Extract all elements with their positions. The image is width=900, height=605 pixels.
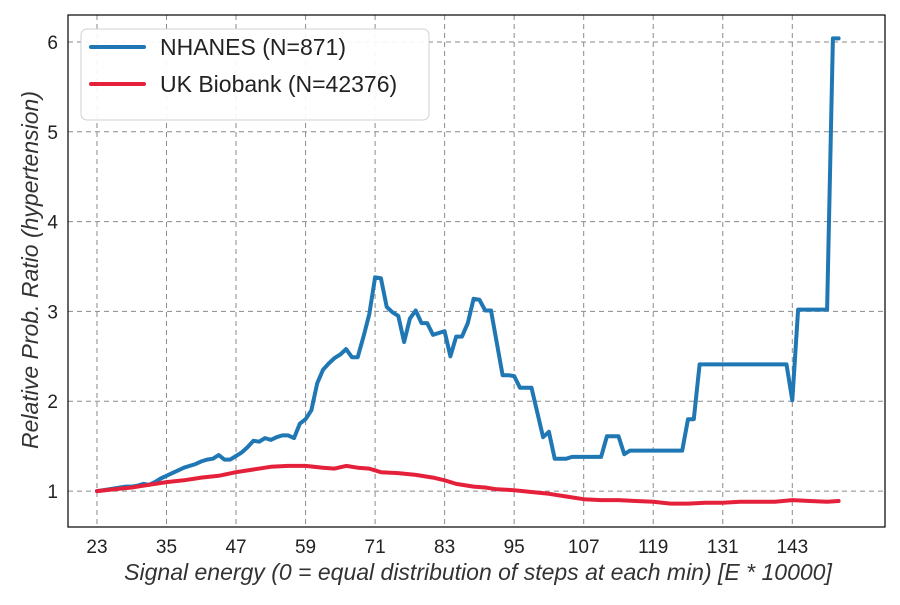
x-tick-label: 35	[156, 537, 177, 558]
x-tick-label: 131	[707, 537, 739, 558]
x-tick-label: 71	[365, 537, 386, 558]
x-tick-label: 107	[568, 537, 600, 558]
series-line-1	[97, 466, 839, 504]
legend: NHANES (N=871) UK Biobank (N=42376)	[81, 29, 429, 120]
x-tick-label: 143	[776, 537, 808, 558]
x-tick-label: 59	[295, 537, 316, 558]
legend-label-ukb: UK Biobank (N=42376)	[160, 71, 397, 97]
x-axis-label: Signal energy (0 = equal distribution of…	[124, 559, 832, 585]
y-tick-label: 6	[47, 33, 58, 54]
x-tick-label: 119	[638, 537, 668, 558]
y-tick-label: 5	[47, 123, 58, 144]
y-tick-label: 1	[47, 482, 58, 503]
x-tick-label: 47	[225, 537, 246, 558]
legend-label-nhanes: NHANES (N=871)	[160, 34, 346, 60]
x-tick-label: 23	[86, 537, 107, 558]
y-tick-label: 2	[47, 392, 58, 413]
y-tick-label: 3	[47, 302, 58, 323]
x-tick-label: 83	[434, 537, 455, 558]
y-axis-label: Relative Prob. Ratio (hypertension)	[17, 91, 43, 449]
y-tick-label: 4	[47, 213, 58, 234]
x-tick-label: 95	[504, 537, 525, 558]
